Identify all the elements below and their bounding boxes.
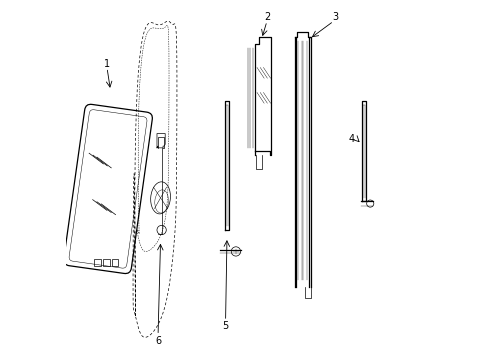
- Text: 3: 3: [332, 13, 338, 22]
- Text: 2: 2: [264, 13, 270, 22]
- Bar: [111, 258, 118, 266]
- Bar: [94, 258, 101, 266]
- Bar: [103, 258, 110, 266]
- Text: 1: 1: [103, 59, 110, 69]
- Text: 5: 5: [221, 321, 227, 332]
- Text: 4: 4: [348, 134, 354, 144]
- Text: 6: 6: [155, 336, 161, 346]
